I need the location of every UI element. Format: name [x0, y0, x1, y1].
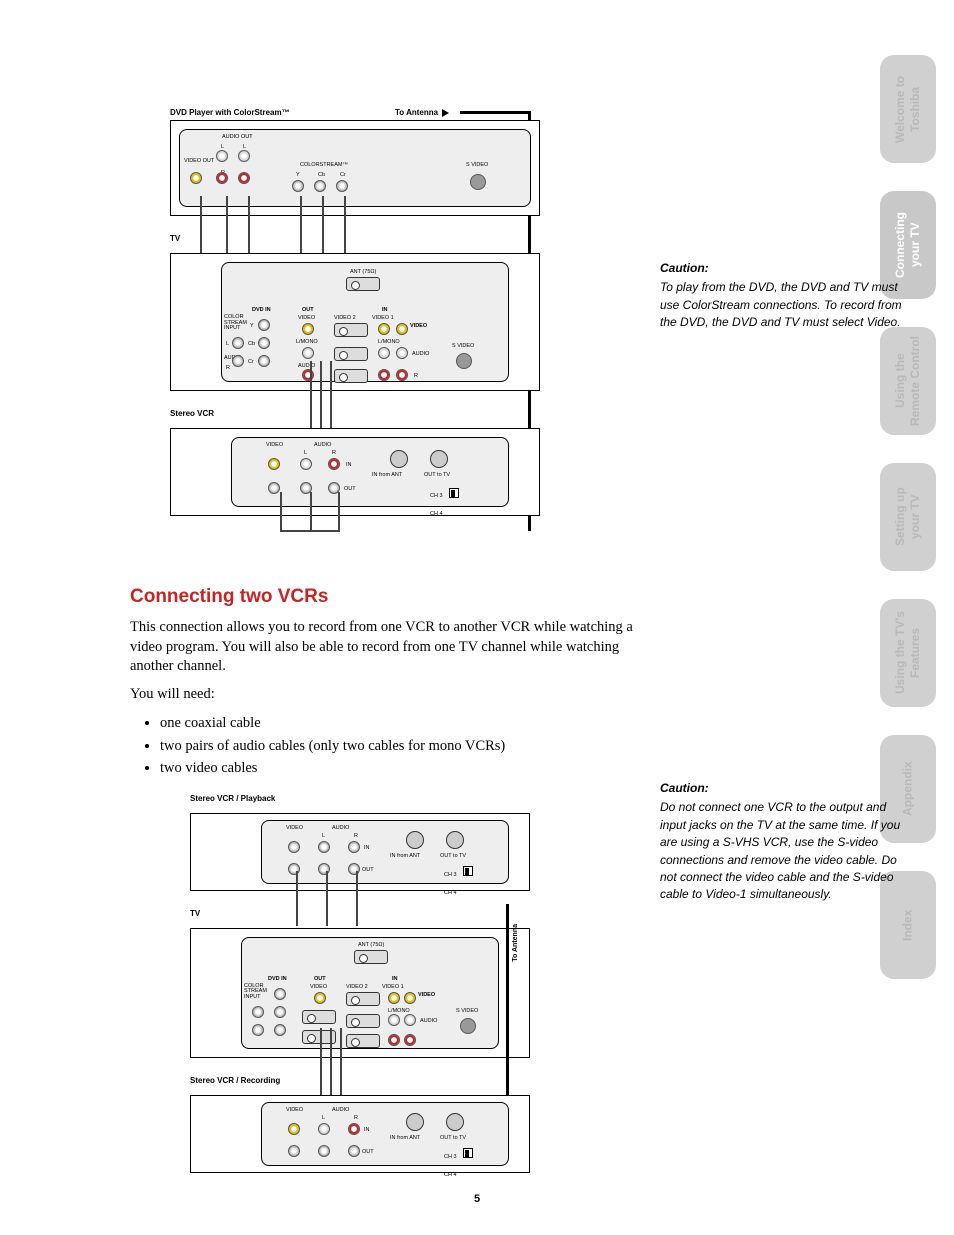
section-heading: Connecting two VCRs	[130, 586, 650, 608]
caution-1: Caution: To play from the DVD, the DVD a…	[660, 260, 910, 332]
jack-audio-l1	[216, 150, 228, 162]
jack-audio-r1	[216, 172, 228, 184]
vcr-label: Stereo VCR	[170, 409, 540, 418]
vcr-recording-label: Stereo VCR / Recording	[190, 1076, 530, 1085]
jack-cb	[314, 180, 326, 192]
tv-box-2: ANT (75Ω) DVD IN COLOR STREAM INPUT OUT …	[190, 928, 530, 1058]
tv-label-2: TV	[190, 909, 530, 918]
jack-y	[292, 180, 304, 192]
tab-label: Welcome toToshiba	[893, 75, 923, 142]
antenna-cable-2	[506, 904, 509, 1104]
vcr-playback-box: VIDEO AUDIO L R IN OUT IN from ANT OUT t…	[190, 813, 530, 891]
section-para: This connection allows you to record fro…	[130, 618, 650, 677]
you-will-need: You will need:	[130, 685, 650, 705]
jack-audio-l2	[238, 150, 250, 162]
svideo-jack	[470, 174, 486, 190]
coax-in-vcr	[390, 450, 408, 468]
vcr-recording-box: VIDEO AUDIO L R IN OUT IN from ANT OUT t…	[190, 1095, 530, 1173]
list-item: one coaxial cable	[160, 712, 650, 734]
tab-label: Using the TV'sFeatures	[893, 612, 923, 695]
antenna-cable	[460, 111, 530, 114]
ant-coax-tv	[346, 277, 380, 291]
caution-2: Caution: Do not connect one VCR to the o…	[660, 780, 910, 904]
connection-diagram-2: Stereo VCR / Playback VIDEO AUDIO L R IN…	[190, 794, 530, 1173]
caution-heading: Caution:	[660, 260, 910, 277]
needs-list: one coaxial cable two pairs of audio cab…	[160, 712, 650, 779]
tab-label: Setting upyour TV	[893, 488, 923, 547]
to-antenna-vert: To Antenna	[512, 924, 519, 962]
vcr-box: VIDEO AUDIO L R IN OUT IN from ANT OUT t…	[170, 428, 540, 516]
tv-box: ANT (75Ω) DVD IN COLOR STREAM INPUT Y Cb…	[170, 253, 540, 391]
list-item: two pairs of audio cables (only two cabl…	[160, 735, 650, 757]
tab-label: Using theRemote Control	[893, 336, 923, 426]
tab-setting-up[interactable]: Setting upyour TV	[880, 463, 936, 571]
tab-features[interactable]: Using the TV'sFeatures	[880, 599, 936, 707]
jack-cr	[336, 180, 348, 192]
coax-out-vcr	[430, 450, 448, 468]
caution-body: To play from the DVD, the DVD and TV mus…	[660, 279, 910, 331]
ant-coax-tv2	[354, 950, 388, 964]
caution-heading: Caution:	[660, 780, 910, 797]
tab-remote[interactable]: Using theRemote Control	[880, 327, 936, 435]
connection-diagram-1: To Antenna DVD Player with ColorStream™ …	[170, 108, 540, 538]
to-antenna-label: To Antenna	[395, 108, 449, 117]
vcr-playback-label: Stereo VCR / Playback	[190, 794, 530, 803]
page-number: 5	[474, 1193, 480, 1205]
jack-video-out	[190, 172, 202, 184]
tab-label: Index	[901, 909, 916, 940]
list-item: two video cables	[160, 757, 650, 779]
caution-body: Do not connect one VCR to the output and…	[660, 799, 910, 903]
svideo-jack-tv	[456, 353, 472, 369]
tab-welcome[interactable]: Welcome toToshiba	[880, 55, 936, 163]
jack-audio-r2	[238, 172, 250, 184]
